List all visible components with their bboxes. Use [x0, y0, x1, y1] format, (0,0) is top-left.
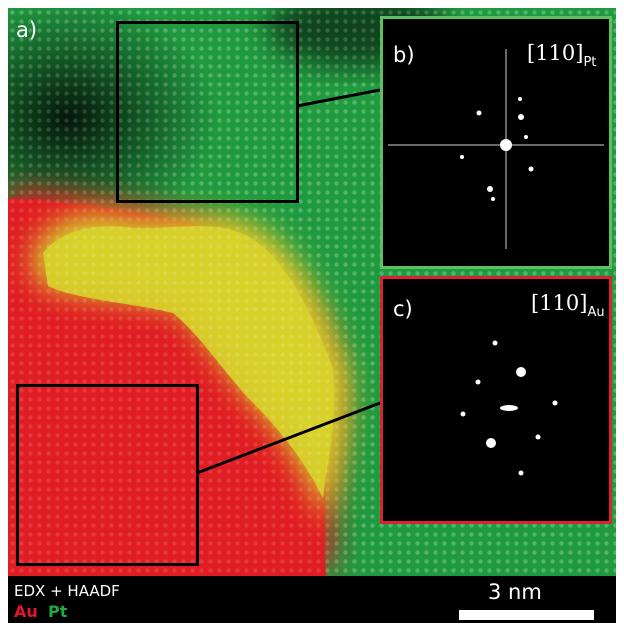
pt-fft-inset: b) [110]Pt	[380, 16, 612, 269]
scale-bar	[459, 610, 594, 620]
panel-a-label: a)	[16, 18, 38, 42]
legend-pt: Pt	[48, 602, 68, 621]
pt-region-box	[116, 21, 299, 203]
pt-zone-main: [110]	[527, 41, 584, 65]
panel-c-label: c)	[393, 297, 413, 321]
pt-fft-pattern	[388, 49, 604, 249]
au-zone-axis: [110]Au	[531, 291, 605, 320]
au-zone-main: [110]	[531, 291, 588, 315]
au-zone-sub: Au	[587, 305, 605, 320]
au-fft-inset: c) [110]Au	[380, 276, 612, 524]
edx-map-image: a) b) [110]Pt	[8, 8, 616, 576]
pt-zone-axis: [110]Pt	[527, 41, 596, 70]
edx-haadf-figure: a) b) [110]Pt	[8, 8, 616, 623]
legend-title: EDX + HAADF	[14, 582, 120, 600]
panel-b-label: b)	[393, 43, 415, 67]
au-region-box	[16, 384, 199, 566]
legend-au: Au	[14, 602, 38, 621]
legend-footer: EDX + HAADF Au Pt 3 nm	[8, 576, 616, 623]
au-fft-pattern	[460, 340, 558, 476]
pt-zone-sub: Pt	[583, 55, 597, 70]
scale-bar-label: 3 nm	[488, 580, 542, 604]
